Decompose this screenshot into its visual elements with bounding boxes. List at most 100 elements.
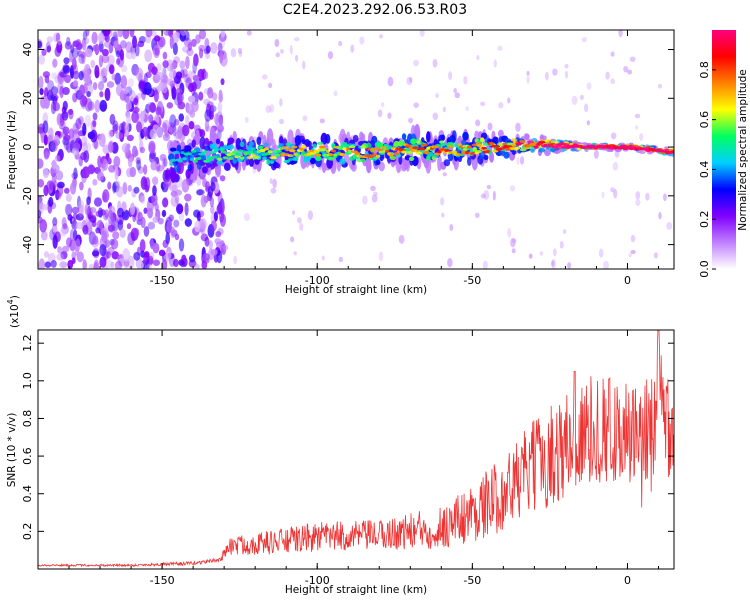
heatmap-band-cell bbox=[266, 128, 274, 147]
heatmap-noise-cell bbox=[69, 229, 75, 242]
heatmap-noise-cell bbox=[218, 36, 226, 49]
heatmap-faint-cell bbox=[269, 103, 275, 113]
heatmap-noise-cell bbox=[161, 258, 168, 269]
heatmap-noise-cell bbox=[129, 30, 135, 38]
heatmap-band-cell bbox=[509, 146, 515, 150]
heatmap-noise-cell bbox=[92, 82, 98, 91]
heatmap-faint-cell bbox=[244, 117, 249, 123]
heatmap-noise-cell bbox=[99, 99, 108, 112]
heatmap-noise-cell bbox=[95, 227, 101, 234]
heatmap-noise-cell bbox=[126, 100, 132, 110]
heatmap-noise-cell bbox=[115, 83, 123, 97]
heatmap-noise-cell bbox=[172, 258, 179, 268]
heatmap-faint-cell bbox=[475, 119, 481, 127]
heatmap-band-cell bbox=[300, 145, 307, 149]
heatmap-noise-cell bbox=[102, 75, 108, 83]
heatmap-band-cell bbox=[197, 156, 202, 160]
heatmap-faint-cell bbox=[579, 94, 584, 100]
heatmap-noise-cell bbox=[194, 220, 201, 233]
heatmap-faint-cell bbox=[539, 251, 544, 256]
heatmap-faint-cell bbox=[628, 253, 632, 258]
heatmap-band-cell bbox=[511, 143, 517, 147]
heatmap-faint-cell bbox=[294, 37, 300, 42]
heatmap-noise-cell bbox=[99, 91, 104, 98]
heatmap-noise-cell bbox=[123, 87, 129, 95]
heatmap-noise-cell bbox=[86, 90, 91, 98]
heatmap-noise-cell bbox=[149, 102, 156, 113]
heatmap-noise-cell bbox=[72, 122, 80, 135]
heatmap-faint-cell bbox=[586, 82, 592, 90]
heatmap-band-cell bbox=[664, 148, 669, 152]
heatmap-faint-cell bbox=[618, 30, 623, 38]
heatmap-noise-cell bbox=[215, 241, 223, 248]
heatmap-faint-cell bbox=[280, 49, 284, 54]
heatmap-faint-cell bbox=[268, 82, 273, 89]
heatmap-noise-cell bbox=[91, 31, 98, 45]
heatmap-noise-cell bbox=[72, 129, 80, 143]
heatmap-faint-cell bbox=[222, 244, 229, 251]
heatmap-noise-cell bbox=[215, 231, 222, 238]
heatmap-noise-cell bbox=[129, 202, 136, 216]
heatmap-faint-cell bbox=[635, 199, 641, 206]
heatmap-noise-cell bbox=[131, 111, 139, 123]
heatmap-band-cell bbox=[217, 157, 223, 161]
heatmap-noise-cell bbox=[131, 51, 137, 60]
heatmap-band-cell bbox=[474, 151, 479, 155]
heatmap-faint-cell bbox=[435, 93, 439, 98]
heatmap-faint-cell bbox=[409, 76, 413, 83]
heatmap-noise-cell bbox=[191, 100, 199, 113]
heatmap-band-cell bbox=[169, 162, 174, 166]
y-tick-label: 1.2 bbox=[21, 334, 34, 352]
heatmap-noise-cell bbox=[152, 259, 161, 266]
heatmap-band-cell bbox=[262, 156, 267, 160]
heatmap-band-cell bbox=[352, 134, 359, 143]
heatmap-noise-cell bbox=[52, 225, 58, 233]
heatmap-band-cell bbox=[279, 136, 284, 145]
heatmap-noise-cell bbox=[142, 126, 149, 137]
heatmap-noise-cell bbox=[218, 89, 223, 101]
heatmap-noise-cell bbox=[102, 158, 108, 171]
heatmap-noise-cell bbox=[114, 72, 122, 85]
heatmap-noise-cell bbox=[188, 121, 195, 130]
y-tick-label: 0.6 bbox=[21, 447, 34, 465]
heatmap-noise-cell bbox=[152, 216, 159, 223]
heatmap-noise-cell bbox=[181, 45, 190, 53]
heatmap-noise-cell bbox=[171, 184, 178, 193]
heatmap-noise-cell bbox=[107, 54, 115, 67]
heatmap-noise-cell bbox=[153, 35, 161, 42]
heatmap-noise-cell bbox=[75, 39, 82, 50]
heatmap-noise-cell bbox=[39, 219, 47, 233]
heatmap-faint-cell bbox=[567, 262, 572, 269]
heatmap-faint-cell bbox=[350, 44, 355, 53]
heatmap-faint-cell bbox=[610, 78, 615, 85]
heatmap-noise-cell bbox=[102, 189, 110, 203]
heatmap-noise-cell bbox=[129, 166, 137, 178]
heatmap-noise-cell bbox=[50, 259, 57, 268]
heatmap-noise-cell bbox=[98, 133, 106, 148]
heatmap-faint-cell bbox=[630, 250, 636, 255]
heatmap-band-cell bbox=[420, 147, 425, 151]
heatmap-noise-cell bbox=[72, 70, 80, 80]
heatmap-noise-cell bbox=[102, 30, 111, 36]
heatmap-faint-cell bbox=[371, 194, 378, 203]
heatmap-noise-cell bbox=[119, 228, 126, 238]
heatmap-noise-cell bbox=[144, 49, 153, 63]
heatmap-noise-cell bbox=[79, 51, 87, 59]
heatmap-noise-cell bbox=[102, 144, 111, 155]
heatmap-noise-cell bbox=[145, 30, 153, 38]
heatmap-band-cell bbox=[293, 157, 299, 161]
svg-text:(x104): (x104) bbox=[6, 295, 21, 328]
heatmap-noise-cell bbox=[108, 209, 114, 219]
heatmap-noise-cell bbox=[154, 47, 160, 56]
heatmap-noise-cell bbox=[175, 195, 180, 205]
heatmap-noise-cell bbox=[81, 37, 87, 51]
heatmap-noise-cell bbox=[143, 207, 148, 214]
heatmap-band-cell bbox=[218, 147, 225, 151]
heatmap-noise-cell bbox=[136, 159, 142, 171]
heatmap-noise-cell bbox=[135, 67, 144, 82]
heatmap-noise-cell bbox=[82, 259, 87, 269]
heatmap-band-cell bbox=[538, 140, 546, 144]
heatmap-noise-cell bbox=[87, 101, 95, 111]
heatmap-noise-cell bbox=[184, 193, 192, 202]
heatmap-faint-cell bbox=[362, 195, 368, 205]
